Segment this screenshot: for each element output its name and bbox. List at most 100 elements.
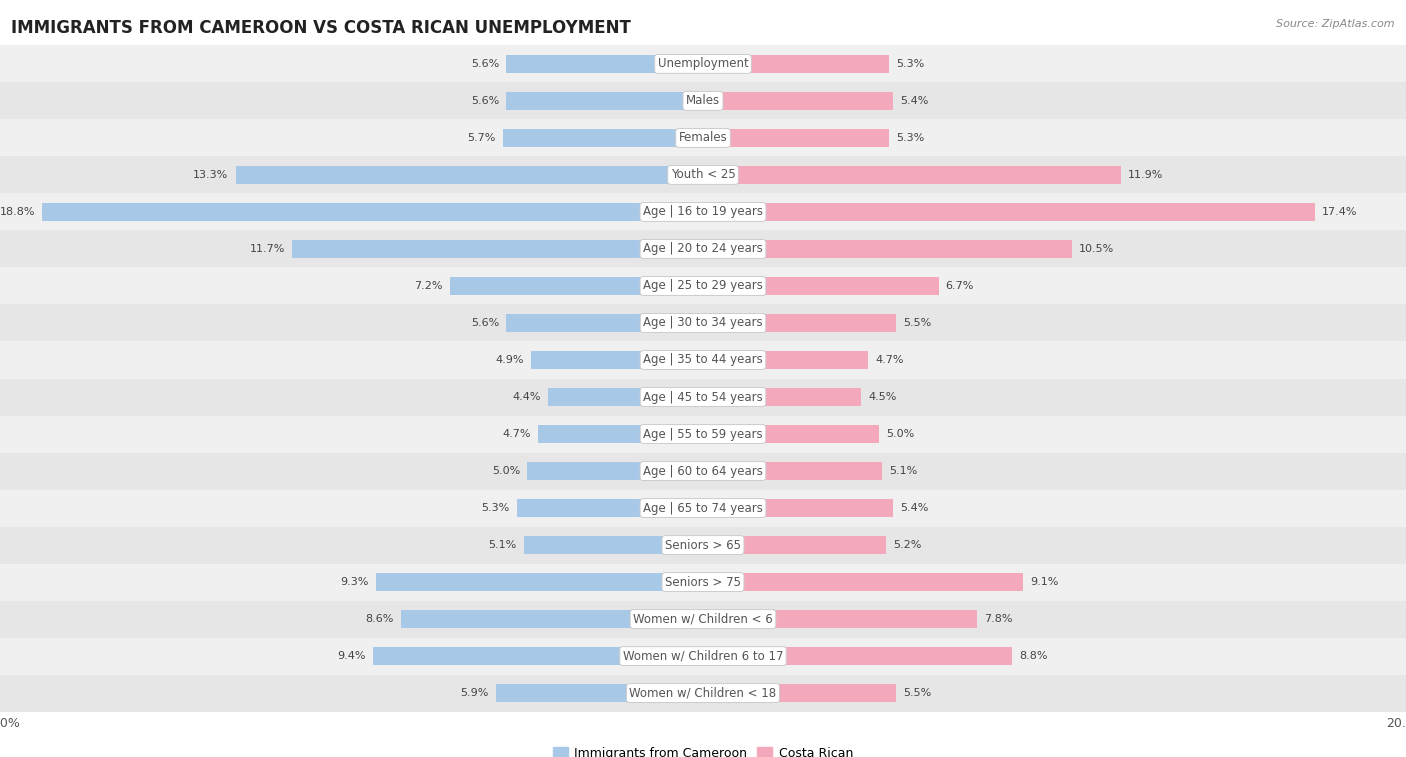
Bar (703, 350, 869, 369)
Text: 5.0%: 5.0% (886, 429, 914, 439)
Text: Seniors > 65: Seniors > 65 (665, 538, 741, 552)
Text: 10.5%: 10.5% (1080, 244, 1115, 254)
Bar (531, 350, 703, 369)
Text: 5.1%: 5.1% (889, 466, 918, 476)
Text: Age | 30 to 34 years: Age | 30 to 34 years (643, 316, 763, 329)
Bar (0, 600, 1406, 637)
Bar (527, 462, 703, 480)
Text: 5.7%: 5.7% (467, 133, 496, 143)
Text: 11.9%: 11.9% (1129, 170, 1164, 180)
Text: 5.2%: 5.2% (893, 540, 921, 550)
Text: Age | 25 to 29 years: Age | 25 to 29 years (643, 279, 763, 292)
Bar (503, 129, 703, 147)
Bar (375, 573, 703, 591)
Text: 5.1%: 5.1% (488, 540, 517, 550)
Bar (506, 313, 703, 332)
Bar (703, 277, 939, 295)
Bar (703, 536, 886, 554)
Text: Unemployment: Unemployment (658, 58, 748, 70)
Bar (0, 83, 1406, 120)
Text: 5.0%: 5.0% (492, 466, 520, 476)
Text: 4.7%: 4.7% (502, 429, 531, 439)
Text: Age | 65 to 74 years: Age | 65 to 74 years (643, 502, 763, 515)
Bar (0, 120, 1406, 157)
Bar (0, 157, 1406, 194)
Text: IMMIGRANTS FROM CAMEROON VS COSTA RICAN UNEMPLOYMENT: IMMIGRANTS FROM CAMEROON VS COSTA RICAN … (11, 19, 631, 37)
Text: 4.4%: 4.4% (513, 392, 541, 402)
Bar (0, 267, 1406, 304)
Text: Women w/ Children 6 to 17: Women w/ Children 6 to 17 (623, 650, 783, 662)
Bar (703, 425, 879, 444)
Bar (703, 610, 977, 628)
Text: 5.4%: 5.4% (900, 96, 928, 106)
Bar (0, 304, 1406, 341)
Bar (524, 536, 703, 554)
Bar (236, 166, 703, 184)
Text: 8.8%: 8.8% (1019, 651, 1047, 661)
Bar (703, 462, 883, 480)
Bar (517, 499, 703, 517)
Text: 4.9%: 4.9% (495, 355, 524, 365)
Text: 5.3%: 5.3% (481, 503, 510, 513)
Bar (0, 45, 1406, 83)
Bar (703, 55, 889, 73)
Text: Women w/ Children < 18: Women w/ Children < 18 (630, 687, 776, 699)
Text: Age | 16 to 19 years: Age | 16 to 19 years (643, 205, 763, 219)
Bar (548, 388, 703, 407)
Text: 9.3%: 9.3% (340, 577, 368, 587)
Bar (703, 129, 889, 147)
Text: 5.5%: 5.5% (904, 688, 932, 698)
Bar (703, 313, 897, 332)
Text: Age | 45 to 54 years: Age | 45 to 54 years (643, 391, 763, 403)
Text: 9.1%: 9.1% (1029, 577, 1059, 587)
Bar (0, 563, 1406, 600)
Bar (703, 573, 1024, 591)
Bar (703, 499, 893, 517)
Text: Males: Males (686, 95, 720, 107)
Bar (703, 203, 1315, 221)
Text: 17.4%: 17.4% (1322, 207, 1357, 217)
Text: Women w/ Children < 6: Women w/ Children < 6 (633, 612, 773, 625)
Text: 5.5%: 5.5% (904, 318, 932, 328)
Bar (506, 55, 703, 73)
Bar (0, 490, 1406, 527)
Bar (703, 166, 1122, 184)
Text: 5.6%: 5.6% (471, 59, 499, 69)
Bar (703, 240, 1073, 258)
Text: Age | 55 to 59 years: Age | 55 to 59 years (643, 428, 763, 441)
Text: 6.7%: 6.7% (945, 281, 974, 291)
Bar (0, 416, 1406, 453)
Text: 18.8%: 18.8% (0, 207, 35, 217)
Text: 5.6%: 5.6% (471, 318, 499, 328)
Bar (703, 646, 1012, 665)
Text: 5.4%: 5.4% (900, 503, 928, 513)
Bar (0, 637, 1406, 674)
Bar (0, 527, 1406, 563)
Text: 5.6%: 5.6% (471, 96, 499, 106)
Text: 9.4%: 9.4% (337, 651, 366, 661)
Text: Females: Females (679, 132, 727, 145)
Bar (496, 684, 703, 702)
Bar (506, 92, 703, 111)
Legend: Immigrants from Cameroon, Costa Rican: Immigrants from Cameroon, Costa Rican (548, 743, 858, 757)
Text: Youth < 25: Youth < 25 (671, 169, 735, 182)
Text: Age | 60 to 64 years: Age | 60 to 64 years (643, 465, 763, 478)
Bar (703, 684, 897, 702)
Bar (450, 277, 703, 295)
Bar (42, 203, 703, 221)
Text: Age | 20 to 24 years: Age | 20 to 24 years (643, 242, 763, 255)
Bar (0, 230, 1406, 267)
Text: 4.5%: 4.5% (869, 392, 897, 402)
Text: Age | 35 to 44 years: Age | 35 to 44 years (643, 354, 763, 366)
Text: 4.7%: 4.7% (875, 355, 904, 365)
Text: 7.8%: 7.8% (984, 614, 1012, 624)
Bar (0, 378, 1406, 416)
Bar (703, 92, 893, 111)
Bar (703, 388, 860, 407)
Bar (401, 610, 703, 628)
Bar (0, 453, 1406, 490)
Bar (292, 240, 703, 258)
Text: 5.3%: 5.3% (897, 59, 925, 69)
Bar (373, 646, 703, 665)
Bar (537, 425, 703, 444)
